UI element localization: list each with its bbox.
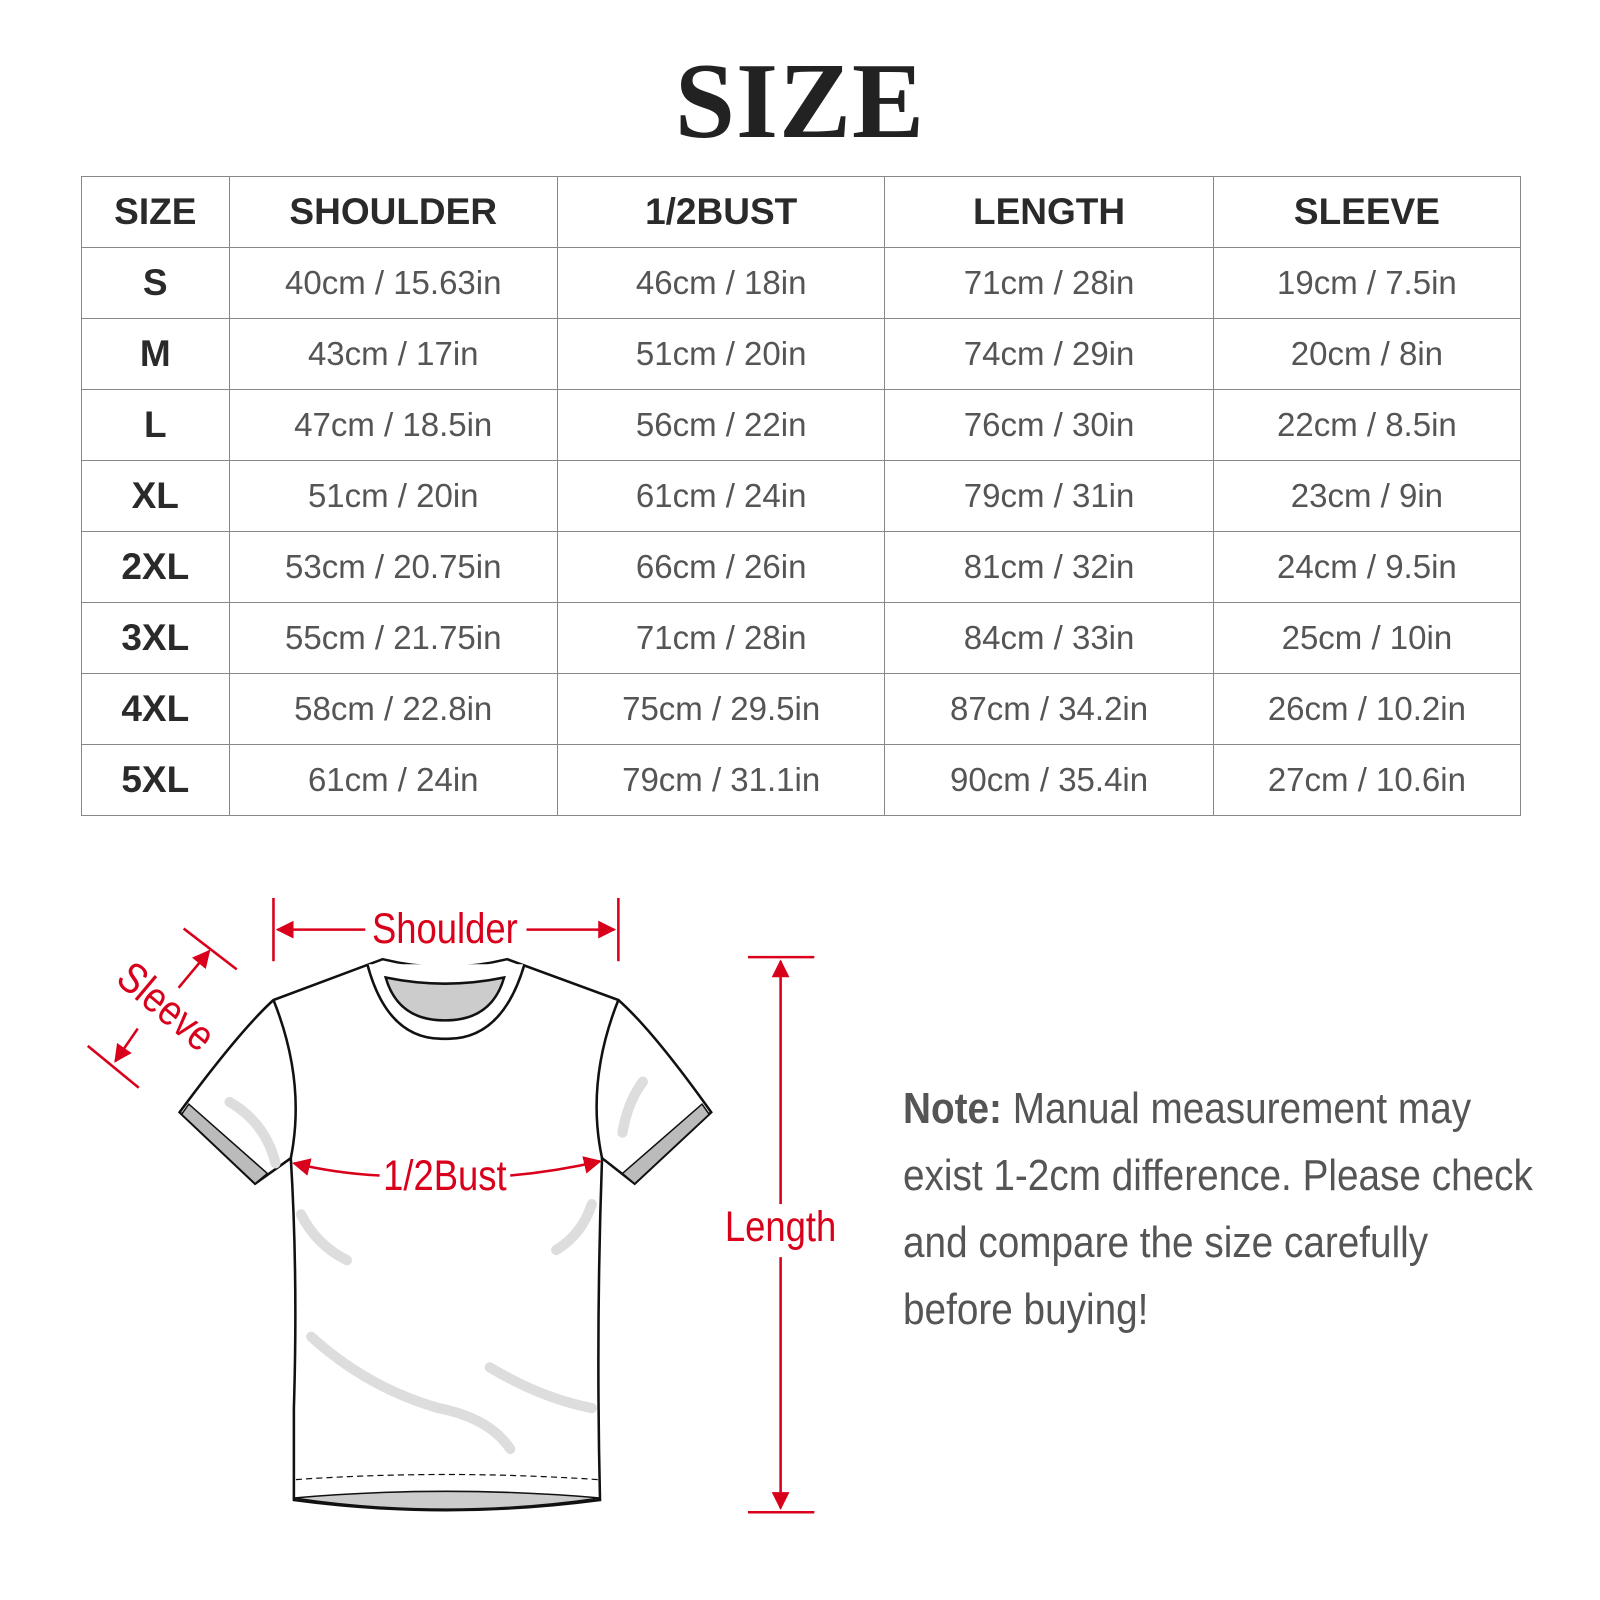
column-header-sleeve: SLEEVE [1212,176,1522,248]
size-cell: S [81,247,230,319]
table-row: XL 51cm / 20in 61cm / 24in 79cm / 31in 23cm … [81,460,1522,532]
size-cell: 3XL [81,602,230,674]
page-title: SIZE [674,42,926,161]
size-cell: 5XL [81,744,230,816]
measurement-cell: 46cm / 18in [556,247,886,319]
measurement-cell: 55cm / 21.75in [228,602,558,674]
measurement-cell: 81cm / 32in [884,531,1214,603]
table-row: L 47cm / 18.5in 56cm / 22in 76cm / 30in 22cm… [81,389,1522,461]
column-header-length: LENGTH [884,176,1214,248]
measurement-cell: 47cm / 18.5in [228,389,558,461]
measurement-cell: 76cm / 30in [884,389,1214,461]
measurement-cell: 79cm / 31in [884,460,1214,532]
table-row: 4XL 58cm / 22.8in 75cm / 29.5in 87cm / 34.2… [81,673,1522,745]
measurement-cell: 74cm / 29in [884,318,1214,390]
measurement-cell: 66cm / 26in [556,531,886,603]
size-cell: 4XL [81,673,230,745]
measurement-cell: 19cm / 7.5in [1212,247,1522,319]
measurement-note: Note: Manual measurement may exist 1-2cm… [903,1075,1537,1343]
measurement-cell: 22cm / 8.5in [1212,389,1522,461]
measurement-cell: 20cm / 8in [1212,318,1522,390]
column-header-1-2bust: 1/2BUST [556,176,886,248]
measurement-cell: 71cm / 28in [556,602,886,674]
measurement-cell: 87cm / 34.2in [884,673,1214,745]
note-text: Manual measurement may exist 1-2cm diffe… [903,1084,1533,1334]
measurement-cell: 27cm / 10.6in [1212,744,1522,816]
size-cell: M [81,318,230,390]
measurement-cell: 26cm / 10.2in [1212,673,1522,745]
measurement-cell: 90cm / 35.4in [884,744,1214,816]
measurement-cell: 43cm / 17in [228,318,558,390]
length-label: Length [725,1203,836,1250]
table-row: M 43cm / 17in 51cm / 20in 74cm / 29in 20cm /… [81,318,1522,390]
measurement-cell: 71cm / 28in [884,247,1214,319]
measurement-cell: 75cm / 29.5in [556,673,886,745]
measurement-arrows [86,897,815,1514]
shoulder-label: Shoulder [372,905,518,952]
measurement-cell: 53cm / 20.75in [228,531,558,603]
measurement-cell: 58cm / 22.8in [228,673,558,745]
size-cell: L [81,389,230,461]
tshirt-illustration [177,957,713,1512]
table-row: S 40cm / 15.63in 46cm / 18in 71cm / 28in 19c… [81,247,1522,319]
measurement-cell: 79cm / 31.1in [556,744,886,816]
note-label: Note: [903,1084,1002,1133]
table-row: 3XL 55cm / 21.75in 71cm / 28in 84cm / 33in 2… [81,602,1522,674]
measurement-cell: 84cm / 33in [884,602,1214,674]
measurement-cell: 23cm / 9in [1212,460,1522,532]
measurement-cell: 61cm / 24in [556,460,886,532]
column-header-size: SIZE [81,176,230,248]
table-row: 2XL 53cm / 20.75in 66cm / 26in 81cm / 32in 2… [81,531,1522,603]
measurement-cell: 24cm / 9.5in [1212,531,1522,603]
measurement-cell: 51cm / 20in [228,460,558,532]
measurement-cell: 56cm / 22in [556,389,886,461]
measurement-cell: 61cm / 24in [228,744,558,816]
bust-label: 1/2Bust [383,1152,507,1199]
measurement-cell: 40cm / 15.63in [228,247,558,319]
size-cell: XL [81,460,230,532]
measurement-cell: 25cm / 10in [1212,602,1522,674]
table-row: 5XL 61cm / 24in 79cm / 31.1in 90cm / 35.4in… [81,744,1522,816]
size-table: SIZE SHOULDER 1/2BUST LENGTH SLEEVE S 40cm / … [81,176,1522,816]
table-header-row: SIZE SHOULDER 1/2BUST LENGTH SLEEVE [81,176,1522,248]
